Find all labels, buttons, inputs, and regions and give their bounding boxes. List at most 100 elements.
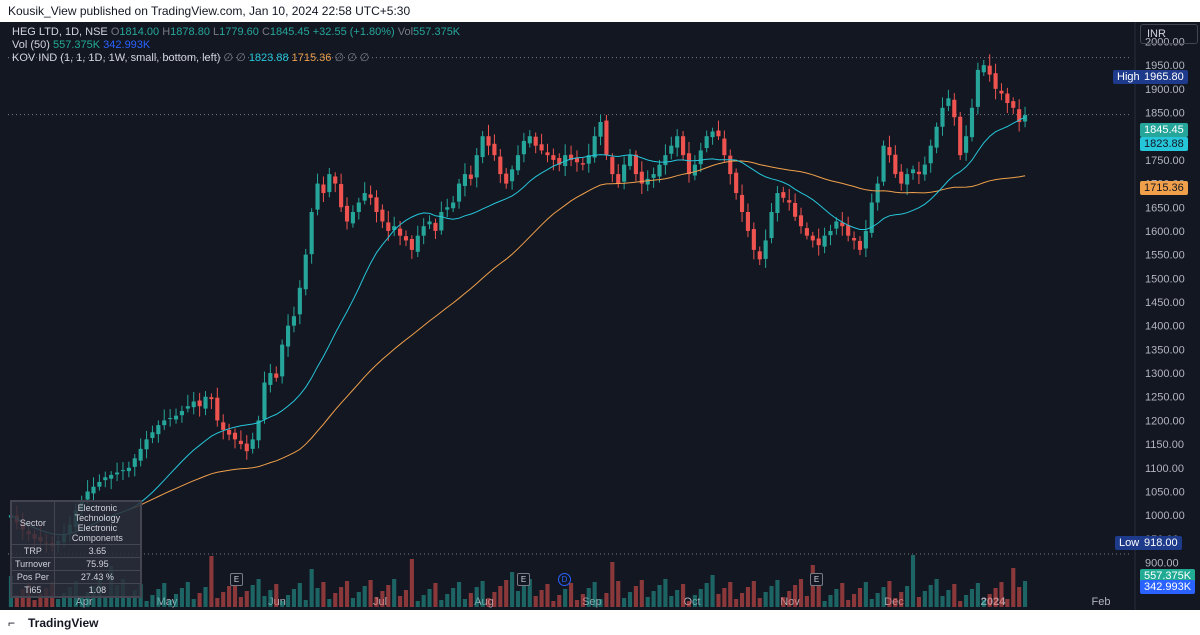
- volume-bar: [539, 590, 544, 607]
- candle-body: [462, 174, 467, 186]
- price-chart[interactable]: 2000.001950.001900.001850.001800.001750.…: [0, 22, 1200, 610]
- candle-body: [109, 474, 114, 479]
- volume-bar: [409, 559, 414, 607]
- volume-bar: [1017, 587, 1022, 607]
- close-value: C1845.45: [261, 26, 310, 38]
- legend-ohlc-row: HEG LTD, 1D, NSE O1814.00 H1878.80 L1779…: [12, 26, 460, 39]
- publish-text: Kousik_View published on TradingView.com…: [8, 4, 411, 18]
- y-tick-label: 1150.00: [1145, 439, 1184, 451]
- volume-bar: [793, 585, 798, 607]
- y-tick-label: 900.00: [1145, 558, 1179, 570]
- volume-bar: [828, 595, 833, 607]
- candle-body: [934, 126, 939, 148]
- candle-body: [144, 439, 149, 450]
- low-tag-value: 918.00: [1140, 536, 1182, 550]
- candle-body: [1005, 93, 1010, 104]
- candle-body: [398, 228, 403, 236]
- vol-tag-2: 342.993K: [1140, 580, 1196, 594]
- candle-body: [828, 230, 833, 236]
- volume-bar: [398, 596, 403, 607]
- volume-bar: [415, 601, 420, 607]
- candle-body: [344, 205, 350, 222]
- volume-bar: [887, 581, 892, 607]
- volume-bar: [810, 565, 815, 607]
- volume-bar: [126, 596, 131, 607]
- candle-body: [804, 228, 809, 236]
- volume-bar: [639, 580, 644, 607]
- candle-body: [993, 73, 998, 89]
- y-tick-label: 1400.00: [1145, 321, 1185, 333]
- volume-bar: [20, 589, 25, 607]
- candle-body: [928, 145, 933, 164]
- volume-bar: [940, 596, 945, 607]
- volume-bar: [875, 593, 880, 607]
- y-tick-label: 1600.00: [1145, 226, 1185, 238]
- ma-fast-line: [10, 116, 1026, 536]
- candle-body: [627, 155, 633, 167]
- y-tick-label: 1900.00: [1145, 84, 1185, 96]
- earnings-event-icon[interactable]: E: [517, 573, 530, 586]
- earnings-event-icon[interactable]: E: [230, 573, 243, 586]
- symbol-label[interactable]: HEG LTD, 1D, NSE: [12, 26, 108, 38]
- candle-body: [969, 107, 975, 138]
- volume-bar: [474, 587, 479, 607]
- y-tick-label: 2000.00: [1145, 36, 1185, 48]
- volume-bar: [510, 572, 515, 607]
- candle-body: [669, 145, 674, 154]
- candle-body: [215, 397, 220, 421]
- volume-bar: [692, 595, 697, 607]
- volume-bar: [1005, 599, 1010, 607]
- candle-body: [663, 155, 668, 166]
- volume-bar: [763, 592, 768, 607]
- volume-bar: [32, 600, 37, 607]
- volume-bar: [952, 584, 957, 607]
- volume-bar: [557, 595, 562, 607]
- chart-area[interactable]: 2000.001950.001900.001850.001800.001750.…: [0, 22, 1200, 610]
- volume-bar: [515, 591, 521, 607]
- volume-bar: [592, 582, 597, 607]
- candle-body: [681, 136, 686, 156]
- volume-bar: [686, 601, 692, 607]
- volume-bar: [716, 594, 721, 607]
- volume-bar: [56, 599, 61, 607]
- candle-body: [1011, 101, 1016, 108]
- volume-bar: [468, 593, 473, 607]
- candle-body: [551, 155, 556, 160]
- low-value: L1779.60: [213, 26, 259, 38]
- publish-bar: Kousik_View published on TradingView.com…: [0, 0, 1200, 22]
- currency-button[interactable]: INR: [1140, 24, 1198, 44]
- candle-body: [162, 420, 167, 426]
- candle-body: [834, 221, 839, 229]
- candle-body: [291, 316, 297, 326]
- volume-bar: [675, 590, 680, 607]
- candle-body: [492, 143, 497, 156]
- candle-body: [386, 222, 391, 231]
- candle-body: [374, 197, 379, 212]
- kov-na-1: ∅ ∅: [223, 52, 246, 64]
- volume-bar: [899, 592, 904, 607]
- volume-bar: [456, 582, 462, 607]
- vol-indicator-label[interactable]: Vol (50): [12, 39, 50, 51]
- x-tick-label: Feb: [1092, 596, 1111, 608]
- volume-bar: [993, 588, 998, 607]
- volume-bar: [916, 597, 921, 607]
- candle-body: [722, 138, 727, 156]
- candle-body: [775, 193, 780, 213]
- volume-bar: [480, 581, 485, 607]
- candle-body: [445, 207, 450, 210]
- candle-body: [946, 98, 951, 106]
- volume-bar: [598, 599, 603, 607]
- volume-bar: [244, 591, 249, 607]
- candle-body: [339, 184, 344, 208]
- candle-body: [769, 212, 774, 239]
- dividend-event-icon[interactable]: D: [558, 573, 571, 586]
- volume-bar: [61, 593, 67, 607]
- candle-body: [498, 156, 503, 175]
- earnings-event-icon[interactable]: E: [810, 573, 823, 586]
- low-tag-label: Low: [1115, 536, 1144, 550]
- volume-bar: [627, 592, 633, 607]
- candle-body: [297, 287, 302, 315]
- kov-indicator-label[interactable]: KOV IND (1, 1, 1D, 1W, small, bottom, le…: [12, 52, 221, 64]
- volume-bar: [633, 586, 638, 607]
- volume-bar: [162, 583, 167, 607]
